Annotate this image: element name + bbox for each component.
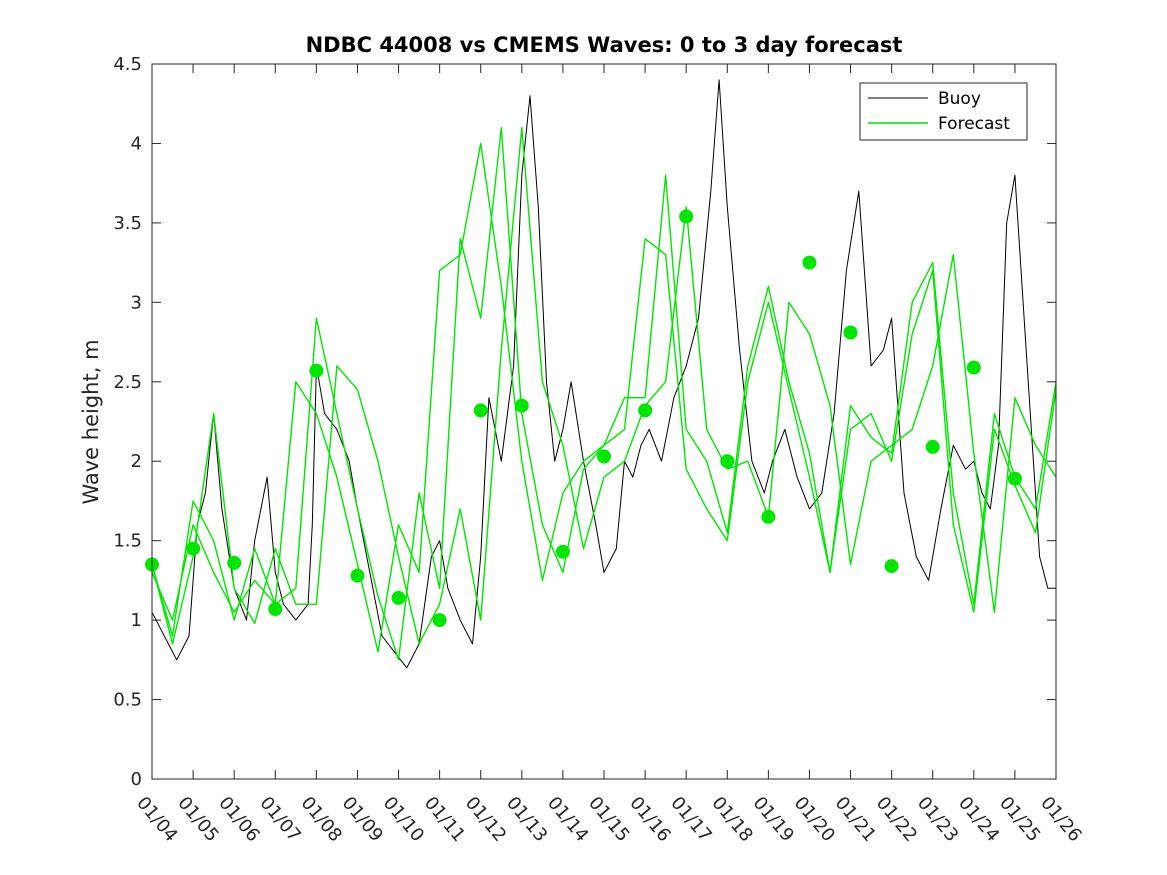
y-tick-label: 1.5	[113, 531, 142, 552]
series-line-forecast-3	[151, 142, 1057, 653]
y-tick-label: 3	[131, 292, 142, 313]
forecast-marker	[638, 403, 653, 418]
forecast-marker	[597, 449, 611, 464]
forecast-marker	[761, 509, 776, 524]
forecast-marker	[350, 568, 365, 583]
forecast-marker	[966, 360, 981, 375]
y-tick-label: 4	[131, 133, 142, 154]
forecast-marker	[555, 544, 570, 559]
plot-area	[145, 79, 1057, 669]
y-tick-label: 1	[131, 610, 142, 631]
forecast-marker	[432, 613, 447, 628]
forecast-marker	[720, 454, 735, 469]
series-line-forecast-1	[151, 126, 1057, 645]
forecast-marker	[391, 590, 406, 605]
y-tick-label: 4.5	[113, 54, 142, 75]
forecast-marker	[884, 559, 899, 574]
y-tick-label: 2.5	[113, 372, 142, 393]
forecast-marker	[309, 363, 324, 378]
y-tick-label: 2	[131, 451, 142, 472]
y-tick-label: 3.5	[113, 213, 142, 234]
chart-title: NDBC 44008 vs CMEMS Waves: 0 to 3 day fo…	[306, 33, 903, 57]
y-axis-label: Wave height, m	[79, 339, 103, 504]
forecast-marker	[268, 602, 283, 616]
forecast-marker	[186, 541, 201, 556]
series-line-buoy	[151, 79, 1056, 669]
forecast-marker	[925, 439, 940, 454]
forecast-marker	[227, 555, 242, 570]
forecast-marker	[1007, 471, 1022, 486]
legend-box	[859, 82, 1028, 141]
legend-label-buoy: Buoy	[938, 89, 981, 109]
legend-label-forecast: Forecast	[938, 114, 1010, 134]
y-tick-label: 0.5	[113, 690, 142, 711]
forecast-marker	[514, 398, 529, 413]
forecast-marker	[843, 325, 858, 340]
forecast-marker	[679, 209, 694, 224]
y-tick-label: 0	[131, 769, 142, 790]
forecast-marker	[802, 255, 817, 270]
legend: Buoy Forecast	[859, 82, 1028, 141]
forecast-marker	[473, 403, 488, 418]
